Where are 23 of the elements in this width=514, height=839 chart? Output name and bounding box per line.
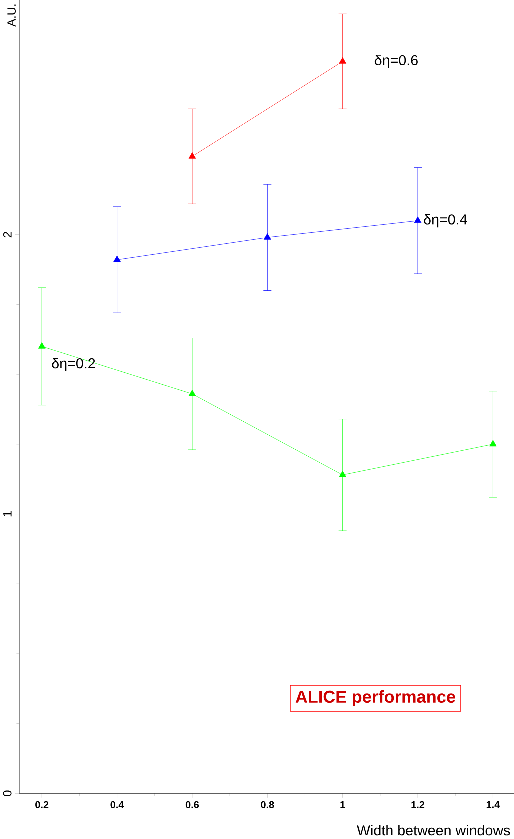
x-tick-label: 0.8 bbox=[260, 801, 274, 808]
y-tick-label: 1 bbox=[3, 512, 12, 517]
series-label: δη=0.2 bbox=[52, 358, 95, 372]
x-tick-label: 1.2 bbox=[412, 801, 424, 808]
point bbox=[489, 440, 497, 447]
x-tick-label: 0.6 bbox=[186, 801, 199, 808]
x-axis-title: Width between windows bbox=[356, 825, 510, 836]
point bbox=[38, 342, 46, 349]
series-label: δη=0.4 bbox=[424, 214, 468, 228]
text: δη=0.6 bbox=[374, 54, 418, 68]
y-axis-title: A.U. bbox=[7, 4, 16, 27]
x-tick-label: 0.2 bbox=[35, 801, 48, 808]
point bbox=[113, 256, 121, 262]
y-tick-label: 2 bbox=[3, 232, 12, 238]
x-tick-label: 1 bbox=[340, 801, 346, 808]
x-tick-label: 0.4 bbox=[110, 801, 124, 808]
y-tick-label: 0 bbox=[3, 790, 12, 797]
point bbox=[188, 390, 196, 396]
point bbox=[264, 233, 272, 240]
annotation: ALICE performance bbox=[296, 690, 456, 706]
point bbox=[338, 470, 346, 478]
x-tick-label: 1.4 bbox=[486, 801, 500, 808]
point bbox=[414, 216, 422, 224]
